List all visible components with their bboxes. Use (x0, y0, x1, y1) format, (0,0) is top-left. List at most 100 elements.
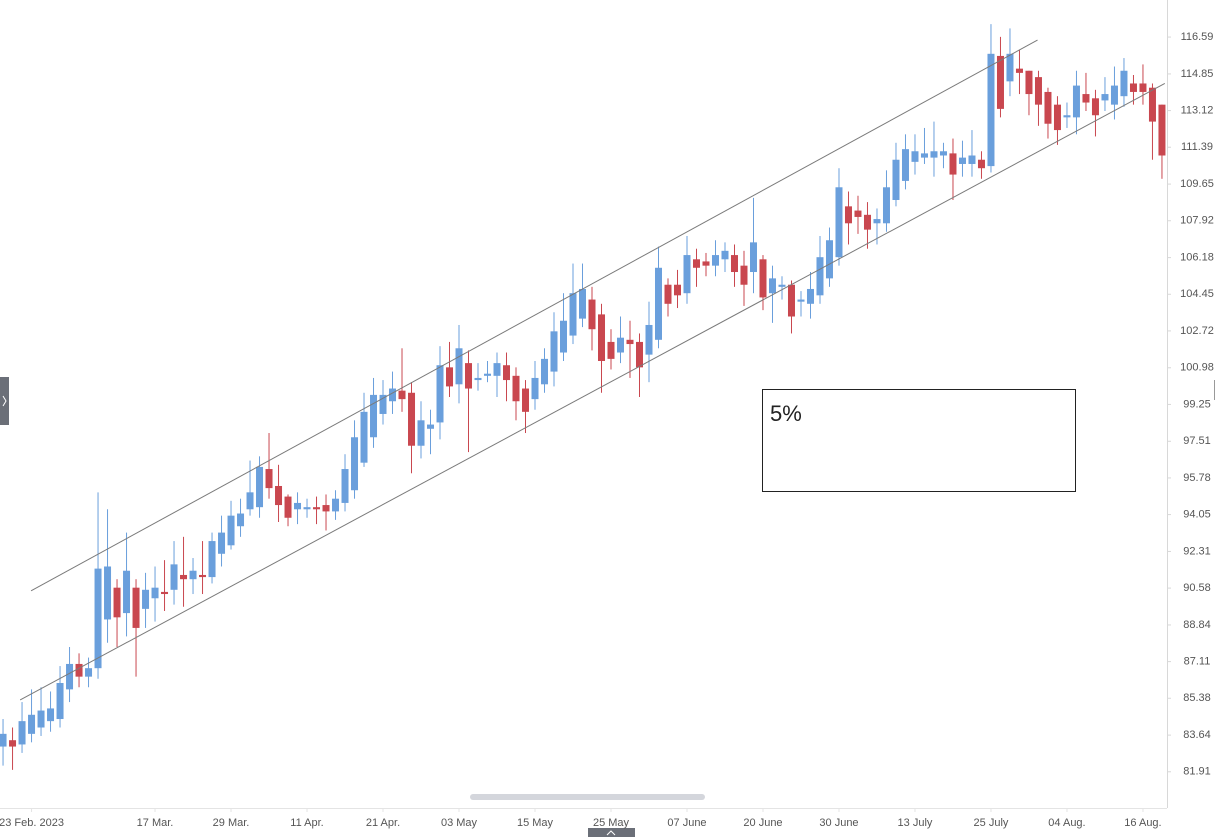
y-tick-label: 113.12 (1181, 104, 1214, 116)
candle-body (47, 708, 55, 722)
candle-body (28, 714, 36, 734)
candle-body (1063, 115, 1071, 118)
candle-body (996, 55, 1004, 109)
y-tick-label: 116.59 (1181, 31, 1214, 43)
candle-body (199, 574, 207, 578)
candle-body (664, 284, 672, 304)
candle-body (275, 485, 283, 506)
candle-body (797, 299, 805, 302)
candle-body (332, 498, 340, 512)
x-tick-label: 13 July (898, 817, 933, 829)
candle-body (730, 255, 738, 273)
toggle-icon (606, 830, 616, 836)
candle-body (370, 394, 378, 438)
candle-body (0, 733, 7, 747)
candle-body (692, 259, 700, 268)
candle-body (740, 265, 748, 285)
y-tick-label: 83.64 (1183, 729, 1211, 741)
candle-body (322, 505, 330, 512)
candle-body (787, 284, 795, 317)
candle-body (645, 324, 653, 355)
x-tick-label: 21 Apr. (366, 817, 400, 829)
bottom-panel-toggle[interactable] (588, 828, 635, 837)
candle-body (1148, 87, 1156, 122)
candle-body (1025, 70, 1033, 95)
candle-body (113, 587, 121, 618)
candle-body (56, 683, 64, 720)
candle-body (569, 293, 577, 336)
x-tick-label: 23 Feb. 2023 (0, 817, 64, 829)
candle-body (835, 187, 843, 258)
candle-body (360, 411, 368, 463)
candle-body (1072, 85, 1080, 118)
candle-body (446, 367, 454, 387)
candle-body (1101, 94, 1109, 101)
candle-body (977, 159, 985, 169)
candle-body (284, 496, 292, 518)
y-tick-label: 81.91 (1183, 766, 1211, 778)
candle-body (132, 587, 140, 628)
candle-body (465, 363, 473, 389)
candle-body (711, 255, 719, 266)
y-tick-label: 109.65 (1180, 178, 1214, 190)
x-tick-label: 20 June (743, 817, 782, 829)
scrollbar[interactable] (470, 794, 705, 800)
candle-body (683, 255, 691, 294)
candle-body (863, 214, 871, 230)
candle-body (1034, 77, 1042, 105)
candle-body (1139, 83, 1147, 92)
candle-body (66, 663, 74, 690)
candle-body (512, 375, 520, 402)
y-tick-label: 95.78 (1183, 472, 1211, 484)
candle-body (484, 373, 492, 376)
y-tick-label: 87.11 (1184, 656, 1211, 668)
x-tick-label: 25 May (593, 817, 630, 829)
candle-body (303, 507, 311, 510)
candle-body (759, 259, 767, 298)
candle-body (1120, 70, 1128, 97)
candle-body (749, 242, 757, 273)
candle-body (560, 320, 568, 353)
candle-body (218, 532, 226, 554)
candle-body (721, 250, 729, 260)
candle-body (1053, 104, 1061, 131)
candle-body (825, 240, 833, 279)
y-tick-label: 104.45 (1180, 288, 1214, 300)
candle-body (541, 358, 549, 385)
candle-body (208, 541, 216, 578)
candle-body (607, 341, 615, 359)
candle-body (379, 394, 387, 414)
candle-body (598, 314, 606, 361)
x-tick-label: 16 Aug. (1124, 817, 1161, 829)
annotation-text: 5% (770, 401, 802, 426)
y-tick-label: 97.51 (1183, 435, 1211, 447)
annotation-box[interactable] (762, 389, 1076, 492)
candle-body (455, 348, 463, 385)
y-tick-label: 94.05 (1183, 508, 1211, 520)
side-panel-toggle[interactable] (0, 377, 9, 425)
candle-body (901, 149, 909, 181)
candle-body (873, 219, 881, 224)
y-tick-label: 100.98 (1180, 362, 1214, 374)
y-tick-label: 111.39 (1181, 141, 1213, 153)
candle-body (123, 570, 131, 614)
y-tick-label: 107.92 (1180, 215, 1214, 227)
candle-body (142, 589, 150, 609)
candle-body (256, 466, 264, 508)
candle-body (1129, 83, 1137, 92)
candle-body (930, 151, 938, 158)
channel-line (19, 83, 1166, 701)
y-tick-label: 102.72 (1180, 325, 1214, 337)
candle-body (778, 284, 786, 287)
candle-body (37, 710, 45, 728)
candle-body (522, 388, 530, 412)
y-tick-label: 85.38 (1183, 692, 1211, 704)
candle-body (427, 424, 435, 429)
y-tick-label: 88.84 (1183, 619, 1211, 631)
candle-body (227, 515, 235, 546)
candle-body (436, 365, 444, 423)
candle-body (294, 502, 302, 510)
x-tick-label: 30 June (819, 817, 858, 829)
candle-body (579, 288, 587, 319)
